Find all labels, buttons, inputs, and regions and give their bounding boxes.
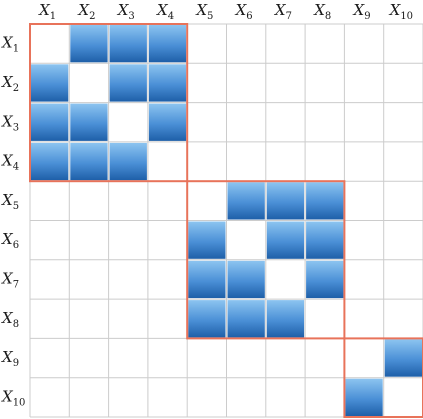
- column-label-base: X: [77, 1, 90, 19]
- row-label-6: X6: [1, 230, 19, 251]
- column-label-base: X: [353, 1, 366, 19]
- column-label-subscript: 3: [128, 11, 134, 22]
- column-label-10: X10: [389, 1, 413, 22]
- column-labels: X1 X2 X3 X4 X5 X6 X7 X8 X9 X10: [38, 1, 413, 22]
- matrix-cell-filled: [148, 25, 187, 63]
- row-label-base: X: [1, 269, 14, 287]
- row-label-4: X4: [1, 152, 19, 173]
- matrix-cell-filled: [31, 103, 69, 141]
- column-label-base: X: [195, 1, 208, 19]
- column-label-base: X: [389, 1, 402, 19]
- block-outlines: [29, 23, 423, 418]
- matrix-cell-filled: [188, 300, 226, 338]
- matrix-cell-filled: [384, 339, 422, 377]
- block-outline-1: [29, 23, 189, 183]
- column-label-subscript: 7: [286, 11, 292, 22]
- column-label-base: X: [38, 1, 51, 19]
- column-label-4: X4: [156, 1, 174, 22]
- column-label-subscript: 5: [207, 11, 213, 22]
- matrix-cell-filled: [148, 103, 187, 141]
- row-label-base: X: [1, 309, 14, 327]
- column-label-subscript: 8: [325, 11, 331, 22]
- column-label-2: X2: [77, 1, 95, 22]
- column-label-6: X6: [235, 1, 253, 22]
- row-label-base: X: [1, 73, 14, 91]
- column-label-base: X: [274, 1, 287, 19]
- column-label-3: X3: [117, 1, 135, 22]
- column-label-9: X9: [353, 1, 371, 22]
- row-label-subscript: 10: [13, 397, 26, 408]
- row-label-subscript: 1: [13, 44, 19, 55]
- row-label-subscript: 7: [13, 279, 19, 290]
- row-label-subscript: 5: [13, 201, 19, 212]
- column-label-base: X: [313, 1, 326, 19]
- matrix-cell-filled: [109, 142, 147, 181]
- column-label-1: X1: [38, 1, 56, 22]
- row-label-subscript: 4: [13, 162, 19, 173]
- column-label-5: X5: [195, 1, 213, 22]
- column-label-8: X8: [313, 1, 331, 22]
- row-label-2: X2: [1, 73, 19, 94]
- row-label-subscript: 8: [13, 319, 19, 330]
- row-label-8: X8: [1, 309, 19, 330]
- column-label-subscript: 2: [89, 11, 95, 22]
- column-label-subscript: 1: [50, 11, 56, 22]
- row-label-9: X9: [1, 348, 19, 369]
- matrix-cell-filled: [31, 64, 69, 102]
- matrix-cell-filled: [188, 221, 226, 259]
- column-label-base: X: [156, 1, 169, 19]
- matrix-cell-filled: [306, 221, 344, 259]
- column-label-7: X7: [274, 1, 292, 22]
- row-label-1: X1: [1, 34, 19, 55]
- matrix-cell-filled: [70, 142, 108, 181]
- matrix-cell-filled: [345, 378, 383, 416]
- row-label-3: X3: [1, 112, 19, 133]
- matrix-cell-filled: [227, 300, 265, 338]
- column-label-base: X: [235, 1, 248, 19]
- row-label-base: X: [1, 34, 14, 52]
- matrix-cell-filled: [266, 300, 305, 338]
- block-outline-2: [186, 180, 346, 340]
- matrix-grid: [29, 23, 423, 418]
- matrix-cell-filled: [227, 182, 265, 220]
- row-label-subscript: 3: [13, 122, 19, 133]
- row-label-10: X10: [1, 387, 25, 408]
- matrix-cell-filled: [188, 260, 226, 299]
- row-label-subscript: 9: [13, 358, 19, 369]
- row-label-base: X: [1, 348, 14, 366]
- matrix-cell-filled: [31, 142, 69, 181]
- matrix-cell-filled: [109, 25, 147, 63]
- row-label-7: X7: [1, 269, 19, 290]
- matrix-cell-filled: [70, 25, 108, 63]
- row-label-base: X: [1, 230, 14, 248]
- row-label-base: X: [1, 112, 14, 130]
- matrix-cell-filled: [109, 64, 147, 102]
- column-label-subscript: 4: [168, 11, 174, 22]
- matrix-cells: [31, 25, 422, 416]
- matrix-cell-filled: [227, 260, 265, 299]
- column-label-base: X: [117, 1, 130, 19]
- row-label-base: X: [1, 152, 14, 170]
- matrix-cell-filled: [148, 64, 187, 102]
- matrix-cell-filled: [306, 182, 344, 220]
- column-label-subscript: 10: [400, 11, 413, 22]
- row-label-base: X: [1, 191, 14, 209]
- row-label-5: X5: [1, 191, 19, 212]
- column-label-subscript: 9: [364, 11, 370, 22]
- row-label-subscript: 6: [13, 240, 19, 251]
- row-label-subscript: 2: [13, 83, 19, 94]
- matrix-cell-filled: [306, 260, 344, 299]
- matrix-cell-filled: [70, 103, 108, 141]
- row-label-base: X: [1, 387, 14, 405]
- matrix-cell-filled: [266, 221, 305, 259]
- column-label-subscript: 6: [246, 11, 252, 22]
- matrix-cell-filled: [266, 182, 305, 220]
